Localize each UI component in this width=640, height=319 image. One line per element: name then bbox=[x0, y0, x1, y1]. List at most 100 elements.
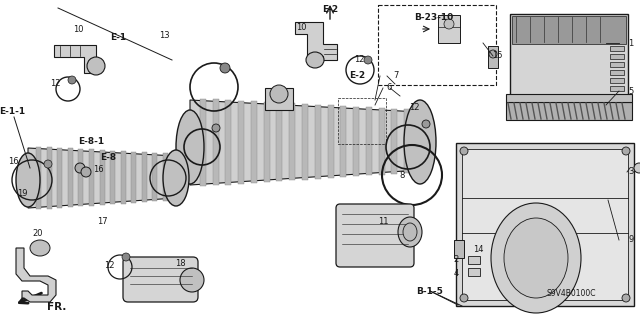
Text: 11: 11 bbox=[378, 217, 388, 226]
Bar bbox=[366, 107, 372, 175]
Text: 9: 9 bbox=[628, 235, 634, 244]
Bar bbox=[315, 105, 321, 179]
Text: 13: 13 bbox=[159, 32, 170, 41]
Text: 6: 6 bbox=[387, 84, 392, 93]
Bar bbox=[438, 15, 460, 43]
Circle shape bbox=[364, 56, 372, 64]
Text: 12: 12 bbox=[104, 262, 115, 271]
Bar bbox=[468, 256, 480, 264]
Bar bbox=[506, 102, 632, 120]
Text: 16: 16 bbox=[93, 166, 103, 174]
Circle shape bbox=[212, 124, 220, 132]
Bar bbox=[378, 5, 496, 85]
Circle shape bbox=[489, 50, 497, 58]
Ellipse shape bbox=[176, 110, 204, 184]
Bar bbox=[610, 86, 624, 91]
FancyBboxPatch shape bbox=[336, 204, 414, 267]
Bar bbox=[328, 105, 333, 178]
Text: 12: 12 bbox=[354, 55, 364, 63]
Text: 10: 10 bbox=[296, 24, 307, 33]
Circle shape bbox=[122, 253, 130, 261]
Bar bbox=[163, 153, 168, 201]
Bar bbox=[57, 148, 62, 208]
Circle shape bbox=[44, 160, 52, 168]
Ellipse shape bbox=[491, 203, 581, 313]
Bar bbox=[392, 109, 397, 174]
Text: 4: 4 bbox=[453, 269, 459, 278]
Polygon shape bbox=[295, 22, 337, 60]
Bar bbox=[121, 151, 125, 204]
Polygon shape bbox=[28, 148, 176, 208]
Bar bbox=[353, 107, 359, 176]
Text: S9V4B0100C: S9V4B0100C bbox=[547, 290, 596, 299]
Text: 12: 12 bbox=[50, 79, 60, 88]
Text: 15: 15 bbox=[492, 51, 502, 61]
Text: 17: 17 bbox=[97, 217, 108, 226]
Bar bbox=[89, 149, 94, 206]
Text: 18: 18 bbox=[175, 259, 186, 269]
Ellipse shape bbox=[403, 223, 417, 241]
Bar bbox=[379, 108, 385, 174]
Bar bbox=[506, 94, 632, 102]
Bar bbox=[276, 103, 282, 181]
Ellipse shape bbox=[404, 100, 436, 184]
Bar bbox=[454, 240, 464, 258]
Circle shape bbox=[622, 294, 630, 302]
Bar bbox=[264, 102, 269, 182]
Ellipse shape bbox=[87, 57, 105, 75]
Text: E-2: E-2 bbox=[322, 5, 338, 14]
Circle shape bbox=[460, 147, 468, 155]
Bar bbox=[78, 149, 83, 206]
Text: 12: 12 bbox=[409, 103, 419, 113]
Text: E-2: E-2 bbox=[349, 71, 365, 80]
Bar bbox=[200, 99, 206, 186]
Circle shape bbox=[634, 163, 640, 173]
Polygon shape bbox=[190, 100, 420, 185]
Text: 10: 10 bbox=[73, 26, 83, 34]
Text: 16: 16 bbox=[8, 157, 19, 166]
Text: 8: 8 bbox=[399, 172, 404, 181]
Circle shape bbox=[444, 19, 454, 29]
Bar bbox=[251, 101, 257, 183]
Text: 20: 20 bbox=[33, 228, 44, 238]
Ellipse shape bbox=[163, 150, 189, 206]
Text: B-23-10: B-23-10 bbox=[414, 12, 454, 21]
Text: E-1: E-1 bbox=[110, 33, 126, 42]
FancyBboxPatch shape bbox=[123, 257, 198, 302]
Bar bbox=[265, 88, 293, 110]
Circle shape bbox=[75, 163, 85, 173]
Bar bbox=[225, 100, 231, 184]
Circle shape bbox=[460, 294, 468, 302]
Bar bbox=[152, 153, 157, 201]
Bar bbox=[131, 152, 136, 203]
Text: 7: 7 bbox=[394, 71, 399, 80]
Text: 1: 1 bbox=[628, 39, 634, 48]
Circle shape bbox=[422, 120, 430, 128]
Bar bbox=[610, 70, 624, 75]
Text: 19: 19 bbox=[17, 189, 28, 197]
Circle shape bbox=[220, 63, 230, 73]
Ellipse shape bbox=[30, 240, 50, 256]
Text: E-1-1: E-1-1 bbox=[0, 108, 25, 116]
Bar bbox=[36, 146, 41, 209]
Text: 5: 5 bbox=[628, 86, 634, 95]
Ellipse shape bbox=[504, 218, 568, 298]
Bar bbox=[289, 103, 295, 180]
Bar bbox=[238, 101, 244, 184]
Bar bbox=[468, 268, 480, 276]
Bar bbox=[610, 54, 624, 59]
Text: 14: 14 bbox=[473, 244, 483, 254]
Text: E-8: E-8 bbox=[100, 153, 116, 162]
Polygon shape bbox=[16, 248, 56, 302]
Bar bbox=[610, 62, 624, 67]
Circle shape bbox=[68, 76, 76, 84]
Text: B-1-5: B-1-5 bbox=[417, 286, 444, 295]
Bar bbox=[610, 46, 624, 51]
Polygon shape bbox=[54, 45, 96, 73]
Bar bbox=[142, 152, 147, 202]
Bar bbox=[99, 150, 104, 205]
Ellipse shape bbox=[306, 52, 324, 68]
Ellipse shape bbox=[16, 153, 40, 207]
Text: E-8-1: E-8-1 bbox=[78, 137, 104, 145]
Circle shape bbox=[81, 167, 91, 177]
